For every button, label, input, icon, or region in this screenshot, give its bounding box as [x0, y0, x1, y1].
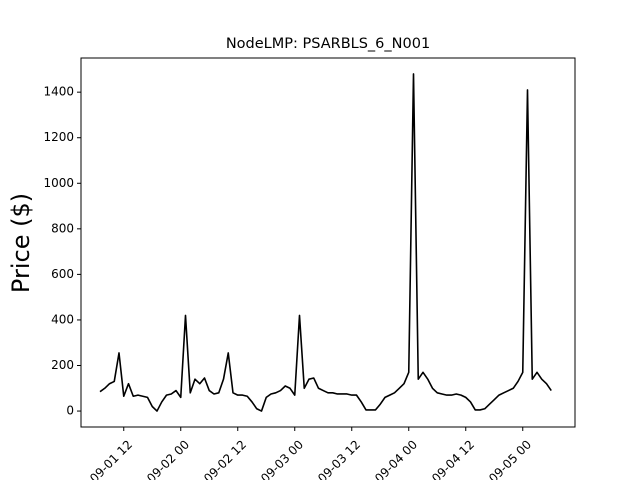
y-tick-label: 0	[66, 404, 74, 418]
y-tick-label: 1200	[43, 130, 74, 144]
y-tick-label: 200	[51, 358, 74, 372]
y-tick-label: 1000	[43, 176, 74, 190]
price-line	[99, 73, 552, 412]
y-tick-label: 800	[51, 221, 74, 235]
y-tick-label: 400	[51, 312, 74, 326]
y-tick-label: 600	[51, 267, 74, 281]
y-axis-label: Price ($)	[7, 193, 35, 293]
y-tick-label: 1400	[43, 85, 74, 99]
chart-title: NodeLMP: PSARBLS_6_N001	[226, 36, 430, 52]
plot-frame	[80, 57, 576, 428]
